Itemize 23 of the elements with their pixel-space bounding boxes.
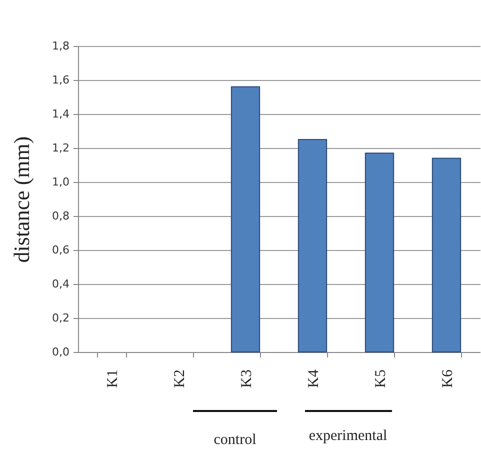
y-tick-label: 1,6 [52,74,70,86]
x-tick-label: K4 [306,369,322,388]
text: control [214,432,256,449]
y-tick-label: 1,8 [52,40,70,52]
y-tick-label: 0,8 [52,210,70,222]
y-axis-title: distance (mm) [9,136,34,263]
y-tick-label: 1,4 [52,108,70,120]
x-tick-label: K2 [172,370,188,388]
bar [432,158,462,352]
bar [364,152,394,352]
bar [298,139,328,352]
y-tick-label: 0,0 [52,346,70,358]
y-tick-label: 0,6 [52,244,70,256]
x-tick-label: K6 [440,369,456,388]
y-tick-label: 0,2 [52,312,70,324]
bar [230,86,260,352]
y-tick-label: 1,2 [52,142,70,154]
y-tick-label: 1,0 [52,176,70,188]
x-tick-label: K3 [239,370,255,388]
y-tick-label: 0,4 [52,278,70,290]
x-tick-label: K1 [105,370,121,388]
text: experimental [308,428,388,445]
x-tick-label: K5 [373,370,389,388]
